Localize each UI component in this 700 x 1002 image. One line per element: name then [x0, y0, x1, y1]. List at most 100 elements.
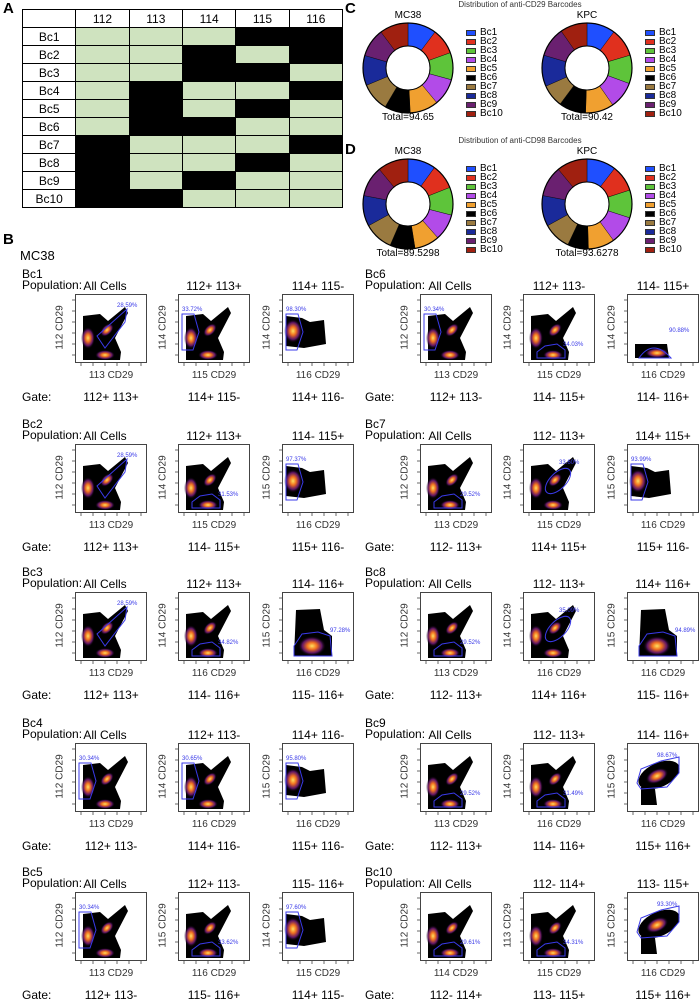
flow-cytometry-plot: 94.89% — [624, 592, 699, 664]
y-axis-label: 115 CD29 — [261, 603, 273, 648]
pie-total: Total=89.5298 — [376, 248, 440, 259]
y-axis-label: 115 CD29 — [606, 903, 618, 948]
donut-hole — [564, 181, 610, 227]
filled-cell — [235, 117, 290, 136]
legend-item: Bc6 — [466, 72, 503, 83]
table-row: Bc10 — [21, 189, 344, 208]
legend-label: Bc1 — [480, 27, 498, 38]
flow-cytometry-plot: 29.52% — [417, 444, 492, 516]
x-axis-label: 115 CD29 — [295, 968, 341, 979]
density-hotspot — [184, 625, 198, 647]
gate-value: 112- 113+ — [429, 688, 483, 702]
gate-percentage: 33.60% — [559, 460, 580, 466]
legend-item: Bc5 — [466, 200, 503, 210]
gate-polygon — [433, 493, 463, 509]
y-axis-label: 114 CD29 — [261, 903, 273, 948]
gate-value: 112+ 113- — [429, 390, 483, 404]
x-axis-label: 115 CD29 — [536, 968, 582, 979]
x-axis-label: 113 CD29 — [88, 819, 134, 830]
legend-label: Bc2 — [659, 36, 677, 47]
density-hotspot — [445, 473, 459, 487]
empty-cell — [235, 99, 290, 118]
legend-label: Bc9 — [480, 235, 498, 246]
pie-legend: Bc1 Bc2 Bc3 Bc4 Bc5 Bc6 Bc7 Bc8 Bc9 Bc10 — [466, 27, 503, 119]
gate-value: 112+ 113+ — [83, 688, 139, 702]
flow-cytometry-plot: 33.60% — [520, 444, 595, 516]
table-row: Bc9 — [21, 171, 344, 190]
gate-value: 112+ 113- — [84, 988, 138, 1002]
density-hotspot — [100, 921, 114, 935]
empty-cell — [288, 27, 344, 46]
legend-label: Bc6 — [659, 72, 677, 83]
panel-c-title: Distribution of anti-CD29 Barcodes — [458, 0, 582, 9]
flow-cytometry-plot: 93.99% — [624, 444, 699, 516]
row-label: Bc4 — [21, 81, 77, 100]
event-cloud-tail — [641, 936, 657, 954]
density-hotspot — [529, 925, 543, 947]
legend-item: Bc7 — [466, 82, 503, 92]
legend-swatch — [645, 237, 655, 244]
legend-item: Bc6 — [645, 72, 682, 83]
legend-label: Bc10 — [480, 108, 503, 119]
gate-label: Gate: — [22, 390, 52, 404]
density-hotspot — [184, 776, 198, 798]
legend-swatch — [645, 101, 655, 108]
population-title: All Cells — [428, 279, 472, 293]
y-axis-label: 114 CD29 — [261, 305, 273, 350]
event-cloud-tail — [641, 787, 657, 805]
legend-label: Bc4 — [659, 54, 677, 65]
population-title: 114- 115+ — [291, 429, 345, 443]
x-axis-label: 113 CD29 — [433, 370, 479, 381]
legend-label: Bc8 — [659, 226, 677, 237]
density-hotspot — [629, 469, 647, 493]
population-title: All Cells — [83, 429, 127, 443]
legend-swatch — [645, 110, 655, 117]
flow-cytometry-plot: 90.88% — [624, 294, 699, 366]
y-axis-label: 114 CD29 — [157, 305, 169, 350]
legend-item: Bc4 — [645, 190, 682, 201]
gate-percentage: 34.31% — [563, 940, 584, 946]
gate-value: 114- 115+ — [532, 390, 586, 404]
population-title: 115- 116+ — [291, 877, 345, 891]
panel-d-title: Distribution of anti-CD98 Barcodes — [458, 136, 582, 145]
legend-label: Bc7 — [659, 217, 677, 228]
legend-swatch — [645, 29, 655, 36]
panel-c-letter: C — [345, 0, 356, 17]
legend-item: Bc10 — [645, 109, 682, 119]
gate-value: 114+ 115+ — [531, 540, 587, 554]
row-label: Bc5 — [21, 99, 77, 118]
empty-cell — [128, 117, 183, 136]
flow-cytometry-plot: 31.53% — [175, 444, 250, 516]
filled-cell — [128, 135, 183, 154]
population-title: 114+ 115+ — [635, 429, 691, 443]
empty-cell — [128, 189, 183, 208]
density-hotspot — [426, 776, 440, 798]
flow-cytometry-plot: 30.34% — [72, 892, 147, 964]
pie-legend: Bc1 Bc2 Bc3 Bc4 Bc5 Bc6 Bc7 Bc8 Bc9 Bc10 — [645, 28, 682, 119]
flow-cytometry-plot: 31.49% — [520, 743, 595, 815]
legend-label: Bc6 — [480, 72, 498, 83]
empty-cell — [181, 45, 237, 64]
y-axis-label: 114 CD29 — [502, 455, 514, 500]
empty-cell — [181, 171, 237, 190]
gate-percentage: 33.62% — [218, 940, 239, 946]
density-hotspot — [284, 319, 302, 343]
legend-item: Bc2 — [645, 173, 682, 183]
legend-label: Bc6 — [659, 208, 677, 219]
density-hotspot — [529, 625, 543, 647]
x-axis-label: 116 CD29 — [640, 370, 686, 381]
donut-chart — [541, 158, 633, 250]
x-axis-label: 113 CD29 — [433, 819, 479, 830]
population-title: 113- 115+ — [636, 877, 690, 891]
legend-swatch — [645, 201, 655, 208]
gate-polygon — [78, 762, 97, 800]
legend-item: Bc3 — [645, 46, 682, 56]
density-hotspot — [198, 799, 218, 809]
legend-label: Bc4 — [659, 190, 677, 201]
column-header: 115 — [235, 9, 290, 28]
population-title: All Cells — [83, 877, 127, 891]
y-axis-label: 114 CD29 — [606, 305, 618, 350]
barcode-label: Bc4 — [22, 716, 43, 730]
y-axis-label: 114 CD29 — [502, 754, 514, 799]
gate-label: Gate: — [365, 688, 395, 702]
